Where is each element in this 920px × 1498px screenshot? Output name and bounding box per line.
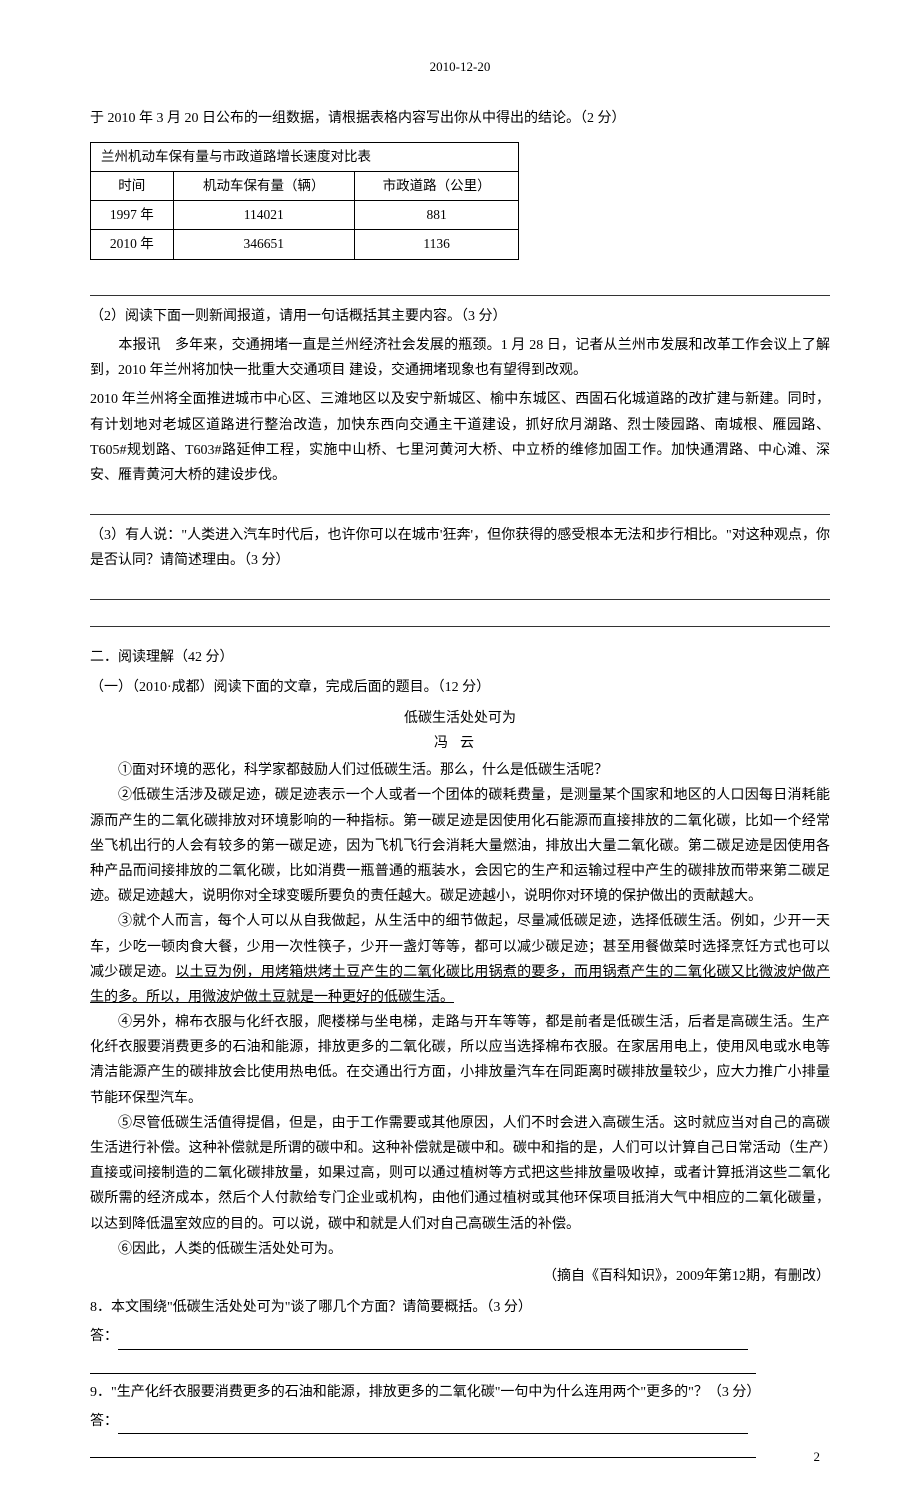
answer-blank-line[interactable] <box>90 1354 756 1374</box>
article-author: 冯云 <box>90 731 830 756</box>
q8-prompt: 8．本文围绕"低碳生活处处可为"谈了哪几个方面？请简要概括。（3 分） <box>90 1295 830 1320</box>
answer-blank-line[interactable] <box>90 274 830 296</box>
q2-news-p1: 本报讯 多年来，交通拥堵一直是兰州经济社会发展的瓶颈。1 月 28 日，记者从兰… <box>90 333 830 383</box>
answer-blank-inline[interactable] <box>118 1349 748 1350</box>
q8-answer-label: 答： <box>90 1329 118 1344</box>
answer-blank-line[interactable] <box>90 605 830 627</box>
comparison-table-wrap: 兰州机动车保有量与市政道路增长速度对比表 时间 机动车保有量（辆） 市政道路（公… <box>90 142 830 260</box>
article-p3-underlined: 以土豆为例，用烤箱烘烤土豆产生的二氧化碳比用锅煮的要多，而用锅煮产生的二氧化碳又… <box>90 965 830 1005</box>
article-p4: ④另外，棉布衣服与化纤衣服，爬楼梯与坐电梯，走路与开车等等，都是前者是低碳生活，… <box>90 1010 830 1111</box>
comparison-table: 兰州机动车保有量与市政道路增长速度对比表 时间 机动车保有量（辆） 市政道路（公… <box>90 142 519 260</box>
answer-blank-line[interactable] <box>90 493 830 515</box>
table-row: 1997 年 114021 881 <box>91 201 519 230</box>
table-row: 2010 年 346651 1136 <box>91 230 519 259</box>
intro-text: 于 2010 年 3 月 20 日公布的一组数据，请根据表格内容写出你从中得出的… <box>90 106 830 131</box>
article-p6: ⑥因此，人类的低碳生活处处可为。 <box>90 1237 830 1262</box>
reading-subtitle: （一）（2010·成都）阅读下面的文章，完成后面的题目。（12 分） <box>90 675 830 700</box>
page-number: 2 <box>814 1445 821 1468</box>
table-title-row: 兰州机动车保有量与市政道路增长速度对比表 <box>91 142 519 171</box>
article-p2: ②低碳生活涉及碳足迹，碳足迹表示一个人或者一个团体的碳耗费量，是测量某个国家和地… <box>90 783 830 909</box>
reading-section-title: 二．阅读理解（42 分） <box>90 645 830 670</box>
answer-blank-line[interactable] <box>90 1438 756 1458</box>
q9-block: 9．"生产化纤衣服要消费更多的石油和能源，排放更多的二氧化碳"一句中为什么连用两… <box>90 1380 830 1458</box>
q8-block: 8．本文围绕"低碳生活处处可为"谈了哪几个方面？请简要概括。（3 分） 答： <box>90 1295 830 1373</box>
cell-year-1997: 1997 年 <box>91 201 174 230</box>
cell-year-2010: 2010 年 <box>91 230 174 259</box>
q3-prompt: （3）有人说："人类进入汽车时代后，也许你可以在城市'狂奔'，但你获得的感受根本… <box>90 523 830 573</box>
article-p5: ⑤尽管低碳生活值得提倡，但是，由于工作需要或其他原因，人们不时会进入高碳生活。这… <box>90 1111 830 1237</box>
q9-answer-line[interactable]: 答： <box>90 1409 830 1434</box>
answer-blank-inline[interactable] <box>118 1433 748 1434</box>
article-p3: ③就个人而言，每个人可以从自我做起，从生活中的细节做起，尽量减低碳足迹，选择低碳… <box>90 909 830 1010</box>
q2-prompt: （2）阅读下面一则新闻报道，请用一句话概括其主要内容。（3 分） <box>90 304 830 329</box>
q9-prompt: 9．"生产化纤衣服要消费更多的石油和能源，排放更多的二氧化碳"一句中为什么连用两… <box>90 1380 830 1405</box>
answer-blank-line[interactable] <box>90 578 830 600</box>
header-date: 2010-12-20 <box>90 55 830 78</box>
cell-vehicles-2010: 346651 <box>173 230 354 259</box>
th-time: 时间 <box>91 171 174 200</box>
cell-road-1997: 881 <box>354 201 518 230</box>
table-title: 兰州机动车保有量与市政道路增长速度对比表 <box>91 142 519 171</box>
cell-road-2010: 1136 <box>354 230 518 259</box>
th-vehicles: 机动车保有量（辆） <box>173 171 354 200</box>
cell-vehicles-1997: 114021 <box>173 201 354 230</box>
th-road: 市政道路（公里） <box>354 171 518 200</box>
article-source: （摘自《百科知识》，2009年第12期，有删改） <box>90 1264 830 1289</box>
q9-answer-label: 答： <box>90 1414 118 1429</box>
q8-answer-line[interactable]: 答： <box>90 1324 830 1349</box>
article-title: 低碳生活处处可为 <box>90 706 830 731</box>
table-header-row: 时间 机动车保有量（辆） 市政道路（公里） <box>91 171 519 200</box>
article-p1: ①面对环境的恶化，科学家都鼓励人们过低碳生活。那么，什么是低碳生活呢？ <box>90 758 830 783</box>
q2-news-p2: 2010 年兰州将全面推进城市中心区、三滩地区以及安宁新城区、榆中东城区、西固石… <box>90 387 830 488</box>
